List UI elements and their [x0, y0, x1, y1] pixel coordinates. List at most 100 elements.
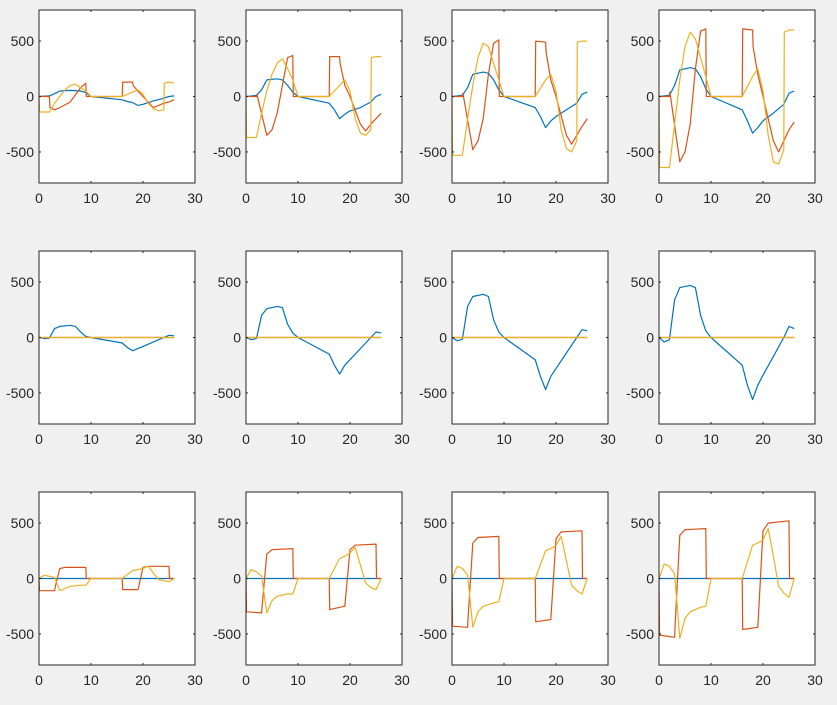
y-tick-label: 500: [631, 33, 655, 49]
x-tick-label: 20: [755, 431, 771, 447]
y-tick-label: 0: [439, 330, 447, 346]
y-tick-label: -500: [626, 385, 654, 401]
y-tick-label: 500: [424, 33, 448, 49]
x-tick-label: 10: [496, 431, 512, 447]
x-tick-label: 10: [703, 431, 719, 447]
x-tick-label: 20: [135, 672, 151, 688]
series-line-1: [39, 89, 175, 107]
y-tick-label: 500: [424, 515, 448, 531]
y-tick-label: -500: [419, 144, 447, 160]
x-tick-label: 20: [548, 431, 564, 447]
x-tick-label: 10: [83, 431, 99, 447]
x-tick-label: 0: [242, 431, 250, 447]
y-tick-label: 500: [218, 515, 242, 531]
x-tick-label: 30: [807, 672, 823, 688]
x-tick-label: 0: [35, 190, 43, 206]
y-tick-label: 0: [233, 330, 241, 346]
x-tick-label: 20: [548, 672, 564, 688]
x-tick-label: 0: [448, 431, 456, 447]
x-tick-label: 0: [448, 672, 456, 688]
x-tick-label: 30: [394, 672, 410, 688]
y-tick-label: 500: [424, 274, 448, 290]
series-line-3: [246, 546, 382, 614]
series-line-3: [39, 565, 175, 592]
subplot-2-4: 0 10 20 30 -500 0 500: [626, 250, 823, 447]
x-tick-label: 30: [187, 431, 203, 447]
subplot-1-2: 0 10 20 30 -500 0 500: [213, 9, 410, 206]
x-tick-label: 20: [342, 431, 358, 447]
y-tick-label: -500: [6, 144, 34, 160]
y-tick-label: 0: [233, 571, 241, 587]
x-tick-label: 30: [807, 431, 823, 447]
x-tick-label: 10: [496, 672, 512, 688]
y-tick-label: -500: [626, 144, 654, 160]
y-tick-label: 500: [11, 274, 35, 290]
x-tick-label: 10: [290, 431, 306, 447]
series-line-3: [452, 40, 588, 156]
subplot-3-2: 0 10 20 30 -500 0 500: [213, 491, 410, 688]
x-tick-label: 0: [242, 672, 250, 688]
y-tick-label: -500: [213, 385, 241, 401]
y-tick-label: -500: [626, 626, 654, 642]
x-tick-label: 30: [394, 190, 410, 206]
y-tick-label: 500: [631, 274, 655, 290]
subplot-1-3: 0 10 20 30 -500 0 500: [419, 9, 616, 206]
series-line-1: [659, 67, 795, 134]
y-tick-label: 0: [26, 89, 34, 105]
x-tick-label: 30: [600, 190, 616, 206]
y-tick-label: 500: [11, 33, 35, 49]
y-tick-label: 0: [646, 89, 654, 105]
x-tick-label: 10: [703, 190, 719, 206]
y-tick-label: -500: [213, 626, 241, 642]
x-tick-label: 20: [755, 190, 771, 206]
x-tick-label: 10: [83, 672, 99, 688]
subplot-1-1: 0 10 20 30 -500 0 500: [6, 9, 203, 206]
x-tick-label: 10: [290, 190, 306, 206]
subplot-2-2: 0 10 20 30 -500 0 500: [213, 250, 410, 447]
subplot-3-4: 0 10 20 30 -500 0 500: [626, 491, 823, 688]
x-tick-label: 20: [342, 190, 358, 206]
series-line-3: [246, 55, 382, 139]
x-tick-label: 10: [290, 672, 306, 688]
y-tick-label: 0: [26, 571, 34, 587]
y-tick-label: 0: [646, 330, 654, 346]
subplot-2-1: 0 10 20 30 -500 0 500: [6, 250, 203, 447]
subplot-3-1: 0 10 20 30 -500 0 500: [6, 491, 203, 688]
y-tick-label: -500: [6, 385, 34, 401]
x-tick-label: 30: [600, 431, 616, 447]
x-tick-label: 20: [755, 672, 771, 688]
x-tick-label: 10: [83, 190, 99, 206]
x-tick-label: 30: [187, 190, 203, 206]
series-line-1: [246, 78, 382, 120]
y-tick-label: 500: [631, 515, 655, 531]
x-tick-label: 30: [394, 431, 410, 447]
x-tick-label: 0: [655, 672, 663, 688]
y-tick-label: -500: [213, 144, 241, 160]
x-tick-label: 10: [703, 672, 719, 688]
series-line-1: [452, 71, 588, 129]
subplot-3-3: 0 10 20 30 -500 0 500: [419, 491, 616, 688]
y-tick-label: -500: [419, 385, 447, 401]
y-tick-label: 0: [233, 89, 241, 105]
x-tick-label: 30: [187, 672, 203, 688]
x-tick-label: 0: [242, 190, 250, 206]
series-line-3: [39, 81, 175, 113]
x-tick-label: 0: [35, 431, 43, 447]
y-tick-label: -500: [419, 626, 447, 642]
x-tick-label: 20: [135, 431, 151, 447]
x-tick-label: 0: [655, 431, 663, 447]
x-tick-label: 20: [342, 672, 358, 688]
x-tick-label: 0: [35, 672, 43, 688]
x-tick-label: 20: [135, 190, 151, 206]
y-tick-label: 0: [439, 571, 447, 587]
x-tick-label: 10: [496, 190, 512, 206]
x-tick-label: 30: [600, 672, 616, 688]
x-tick-label: 20: [548, 190, 564, 206]
y-tick-label: 500: [218, 274, 242, 290]
subplot-2-3: 0 10 20 30 -500 0 500: [419, 250, 616, 447]
x-tick-label: 0: [448, 190, 456, 206]
subplot-1-4: 0 10 20 30 -500 0 500: [626, 9, 823, 206]
y-tick-label: 500: [11, 515, 35, 531]
y-tick-label: 0: [646, 571, 654, 587]
series-line-3: [659, 29, 795, 169]
